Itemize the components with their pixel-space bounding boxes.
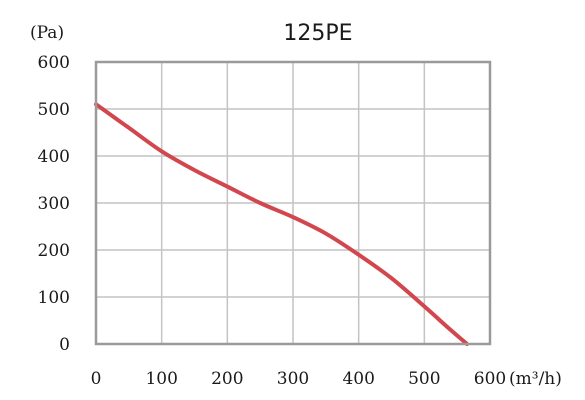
x-tick-label: 400: [342, 369, 374, 389]
x-tick-label: 300: [277, 369, 309, 389]
x-tick-label: 600: [474, 369, 506, 389]
grid: [95, 61, 491, 345]
x-tick-label: 100: [145, 369, 177, 389]
x-axis-unit-label: (m³/h): [509, 369, 562, 389]
x-axis-ticks: 0 100 200 300 400 500 600: [91, 369, 507, 389]
series-layer: [94, 102, 470, 346]
y-tick-label: 500: [38, 100, 70, 120]
y-axis-ticks: 0 100 200 300 400 500 600: [38, 53, 70, 355]
y-tick-label: 100: [38, 288, 70, 308]
chart-title: 125PE: [283, 21, 352, 46]
y-tick-label: 200: [38, 241, 70, 261]
y-tick-label: 0: [59, 335, 70, 355]
plot-frame: [94, 60, 492, 346]
y-tick-label: 300: [38, 194, 70, 214]
series-line: [94, 102, 470, 346]
x-tick-label: 200: [211, 369, 243, 389]
x-tick-label: 500: [408, 369, 440, 389]
y-axis-unit-label: (Pa): [30, 23, 64, 43]
y-tick-label: 400: [38, 147, 70, 167]
x-tick-label: 0: [91, 369, 102, 389]
y-tick-label: 600: [38, 53, 70, 73]
